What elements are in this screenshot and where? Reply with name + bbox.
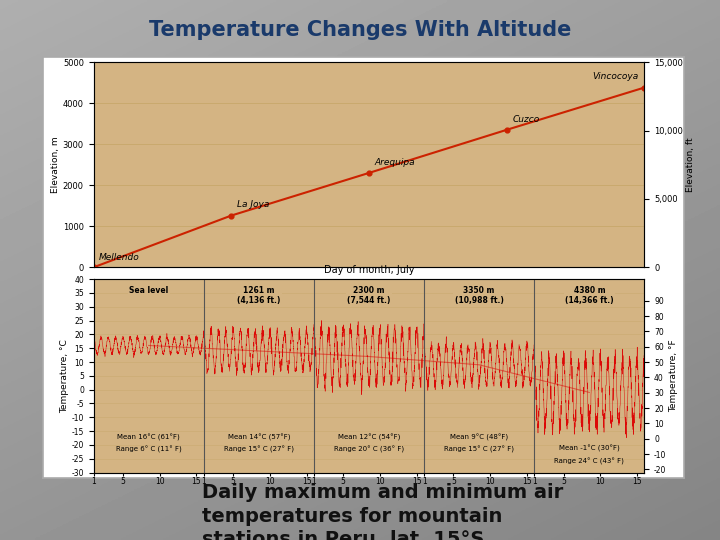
Text: Range 15° C (27° F): Range 15° C (27° F) [444, 446, 514, 454]
Y-axis label: Elevation, m: Elevation, m [51, 137, 60, 193]
Text: Mellendo: Mellendo [99, 253, 140, 262]
Text: 4380 m
(14,366 ft.): 4380 m (14,366 ft.) [565, 286, 613, 306]
Point [364, 168, 375, 177]
Text: Day of month, July: Day of month, July [324, 265, 414, 275]
Y-axis label: Temperature, °F: Temperature, °F [670, 340, 678, 412]
Text: Sea level: Sea level [129, 286, 168, 295]
Text: Daily maximum and minimum air
temperatures for mountain
stations in Peru, lat. 1: Daily maximum and minimum air temperatur… [202, 483, 563, 540]
Text: Mean 12°C (54°F): Mean 12°C (54°F) [338, 434, 400, 441]
Text: Vincocoya: Vincocoya [593, 72, 639, 82]
Text: Mean -1°C (30°F): Mean -1°C (30°F) [559, 445, 620, 452]
Point [501, 125, 513, 134]
Y-axis label: Temperature, °C: Temperature, °C [60, 339, 68, 413]
Text: Range 20° C (36° F): Range 20° C (36° F) [334, 446, 404, 454]
Text: Range 15° C (27° F): Range 15° C (27° F) [224, 446, 294, 454]
Point [639, 83, 650, 92]
Text: Range 6° C (11° F): Range 6° C (11° F) [116, 446, 181, 454]
Text: Mean 16°C (61°F): Mean 16°C (61°F) [117, 434, 180, 441]
Text: Range 24° C (43° F): Range 24° C (43° F) [554, 457, 624, 464]
Text: Mean 14°C (57°F): Mean 14°C (57°F) [228, 434, 290, 441]
Text: Cuzco: Cuzco [512, 114, 539, 124]
Y-axis label: Elevation, ft: Elevation, ft [685, 137, 695, 192]
Text: Temperature Changes With Altitude: Temperature Changes With Altitude [149, 20, 571, 40]
Text: 3350 m
(10,988 ft.): 3350 m (10,988 ft.) [455, 286, 503, 306]
Point [225, 211, 237, 220]
Text: 1261 m
(4,136 ft.): 1261 m (4,136 ft.) [237, 286, 281, 306]
Point [88, 263, 99, 272]
Text: Mean 9°C (48°F): Mean 9°C (48°F) [450, 434, 508, 441]
Text: Arequipa: Arequipa [374, 158, 415, 167]
Text: 2300 m
(7,544 ft.): 2300 m (7,544 ft.) [347, 286, 391, 306]
Text: La Joya: La Joya [237, 200, 269, 210]
